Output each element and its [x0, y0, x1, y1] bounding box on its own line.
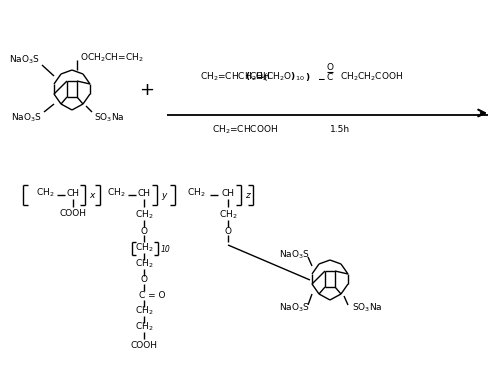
- Text: NaO$_3$S: NaO$_3$S: [279, 302, 310, 314]
- Text: CH: CH: [222, 188, 234, 198]
- Text: z: z: [245, 190, 250, 199]
- Text: CH$_2$: CH$_2$: [134, 258, 154, 270]
- Text: SO$_3$Na: SO$_3$Na: [94, 112, 124, 124]
- Text: $\mathbf{)}$: $\mathbf{)}$: [305, 71, 310, 83]
- Text: +: +: [140, 81, 154, 99]
- Text: CH$_2$: CH$_2$: [134, 321, 154, 333]
- Text: CH$_2$: CH$_2$: [134, 242, 154, 254]
- Text: CH$_2$: CH$_2$: [106, 187, 126, 199]
- Text: y: y: [161, 190, 166, 199]
- Text: O: O: [140, 276, 147, 285]
- Text: CH$_2$: CH$_2$: [186, 187, 206, 199]
- Text: NaO$_3$S: NaO$_3$S: [279, 249, 310, 261]
- Text: COOH: COOH: [130, 340, 158, 349]
- Text: CH$_2$CH$_2$COOH: CH$_2$CH$_2$COOH: [340, 71, 403, 83]
- Text: $\mathbf{-}$: $\mathbf{-}$: [318, 72, 326, 81]
- Text: OCH$_2$CH=CH$_2$: OCH$_2$CH=CH$_2$: [80, 52, 144, 64]
- Text: NaO$_3$S: NaO$_3$S: [9, 54, 40, 66]
- Text: C: C: [327, 72, 333, 81]
- Text: SO$_3$Na: SO$_3$Na: [352, 302, 382, 314]
- Text: CH$_2$=CHCH$_2$OH: CH$_2$=CHCH$_2$OH: [200, 71, 270, 83]
- Text: CH$_2$: CH$_2$: [134, 209, 154, 221]
- Text: $\mathbf{(}$CH$_2$CH$_2$O$\mathbf{)}_{10}$: $\mathbf{(}$CH$_2$CH$_2$O$\mathbf{)}_{10…: [245, 71, 305, 83]
- Text: x: x: [89, 190, 94, 199]
- Text: 10: 10: [161, 245, 171, 253]
- Text: CH: CH: [66, 188, 80, 198]
- Text: 1.5h: 1.5h: [330, 126, 350, 135]
- Text: CH$_2$: CH$_2$: [36, 187, 54, 199]
- Text: CH$_2$: CH$_2$: [218, 209, 238, 221]
- Text: O: O: [140, 227, 147, 236]
- Text: COOH: COOH: [60, 208, 86, 218]
- Text: CH$_2$: CH$_2$: [134, 305, 154, 317]
- Text: O: O: [224, 227, 232, 236]
- Text: C = O: C = O: [139, 291, 166, 299]
- Text: CH: CH: [138, 188, 150, 198]
- Text: NaO$_3$S: NaO$_3$S: [11, 112, 42, 124]
- Text: $\mathbf{-}$(: $\mathbf{-}$(: [256, 71, 268, 83]
- Text: O: O: [326, 63, 334, 72]
- Text: CH$_2$=CHCOOH: CH$_2$=CHCOOH: [212, 124, 278, 136]
